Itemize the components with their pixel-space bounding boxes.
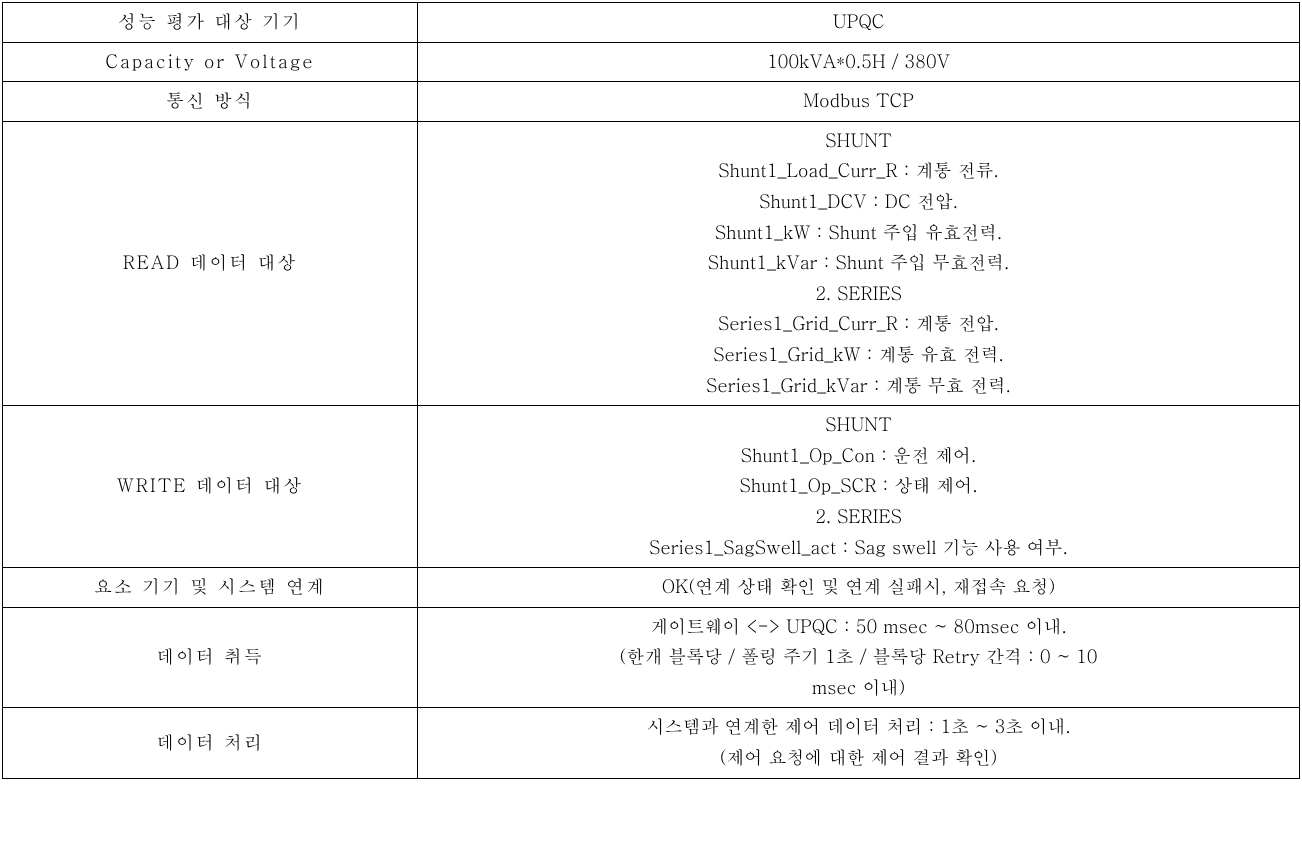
row-value: OK(연계 상태 확인 및 연계 실패시, 재접속 요청): [418, 568, 1300, 608]
row-value: SHUNTShunt1_Op_Con : 운전 제어.Shunt1_Op_SCR…: [418, 406, 1300, 568]
value-line: SHUNT: [426, 410, 1291, 441]
table-row: 요소 기기 및 시스템 연계 OK(연계 상태 확인 및 연계 실패시, 재접속…: [3, 568, 1300, 608]
row-label: 성능 평가 대상 기기: [3, 3, 418, 43]
row-value: SHUNTShunt1_Load_Curr_R : 계통 전류.Shunt1_D…: [418, 121, 1300, 405]
value-line: Shunt1_kW : Shunt 주입 유효전력.: [426, 218, 1291, 249]
table-row: 데이터 취득 게이트웨이 <-> UPQC : 50 msec ~ 80msec…: [3, 607, 1300, 708]
value-line: Series1_Grid_kW : 계통 유효 전력.: [426, 340, 1291, 371]
value-line: Series1_Grid_Curr_R : 계통 전압.: [426, 309, 1291, 340]
row-value: UPQC: [418, 3, 1300, 43]
value-line: Modbus TCP: [426, 86, 1291, 117]
row-value: 100kVA*0.5H / 380V: [418, 42, 1300, 82]
table-row: Capacity or Voltage 100kVA*0.5H / 380V: [3, 42, 1300, 82]
row-label: READ 데이터 대상: [3, 121, 418, 405]
row-value: 게이트웨이 <-> UPQC : 50 msec ~ 80msec 이내.(한개…: [418, 607, 1300, 708]
row-value: 시스템과 연계한 제어 데이터 처리 : 1초 ~ 3초 이내.(제어 요청에 …: [418, 708, 1300, 778]
row-value: Modbus TCP: [418, 82, 1300, 122]
value-line: (한개 블록당 / 폴링 주기 1초 / 블록당 Retry 간격 : 0 ~ …: [426, 642, 1291, 673]
spec-table: 성능 평가 대상 기기 UPQC Capacity or Voltage 100…: [2, 2, 1300, 779]
row-label: 데이터 처리: [3, 708, 418, 778]
value-line: UPQC: [426, 7, 1291, 38]
value-line: Shunt1_Op_Con : 운전 제어.: [426, 441, 1291, 472]
value-line: 시스템과 연계한 제어 데이터 처리 : 1초 ~ 3초 이내.: [426, 712, 1291, 743]
row-label: 데이터 취득: [3, 607, 418, 708]
value-line: Shunt1_DCV : DC 전압.: [426, 187, 1291, 218]
value-line: SHUNT: [426, 126, 1291, 157]
value-line: Series1_Grid_kVar : 계통 무효 전력.: [426, 371, 1291, 402]
table-row: READ 데이터 대상 SHUNTShunt1_Load_Curr_R : 계통…: [3, 121, 1300, 405]
table-row: 통신 방식 Modbus TCP: [3, 82, 1300, 122]
value-line: msec 이내): [426, 673, 1291, 704]
table-row: 성능 평가 대상 기기 UPQC: [3, 3, 1300, 43]
row-label: 통신 방식: [3, 82, 418, 122]
value-line: (제어 요청에 대한 제어 결과 확인): [426, 743, 1291, 774]
value-line: Series1_SagSwell_act : Sag swell 기능 사용 여…: [426, 533, 1291, 564]
value-line: Shunt1_Load_Curr_R : 계통 전류.: [426, 156, 1291, 187]
table-row: WRITE 데이터 대상 SHUNTShunt1_Op_Con : 운전 제어.…: [3, 406, 1300, 568]
value-line: 100kVA*0.5H / 380V: [426, 47, 1291, 78]
row-label: 요소 기기 및 시스템 연계: [3, 568, 418, 608]
value-line: Shunt1_kVar : Shunt 주입 무효전력.: [426, 248, 1291, 279]
value-line: OK(연계 상태 확인 및 연계 실패시, 재접속 요청): [426, 572, 1291, 603]
value-line: 게이트웨이 <-> UPQC : 50 msec ~ 80msec 이내.: [426, 612, 1291, 643]
row-label: Capacity or Voltage: [3, 42, 418, 82]
row-label: WRITE 데이터 대상: [3, 406, 418, 568]
value-line: Shunt1_Op_SCR : 상태 제어.: [426, 471, 1291, 502]
table-row: 데이터 처리 시스템과 연계한 제어 데이터 처리 : 1초 ~ 3초 이내.(…: [3, 708, 1300, 778]
value-line: 2. SERIES: [426, 502, 1291, 533]
value-line: 2. SERIES: [426, 279, 1291, 310]
